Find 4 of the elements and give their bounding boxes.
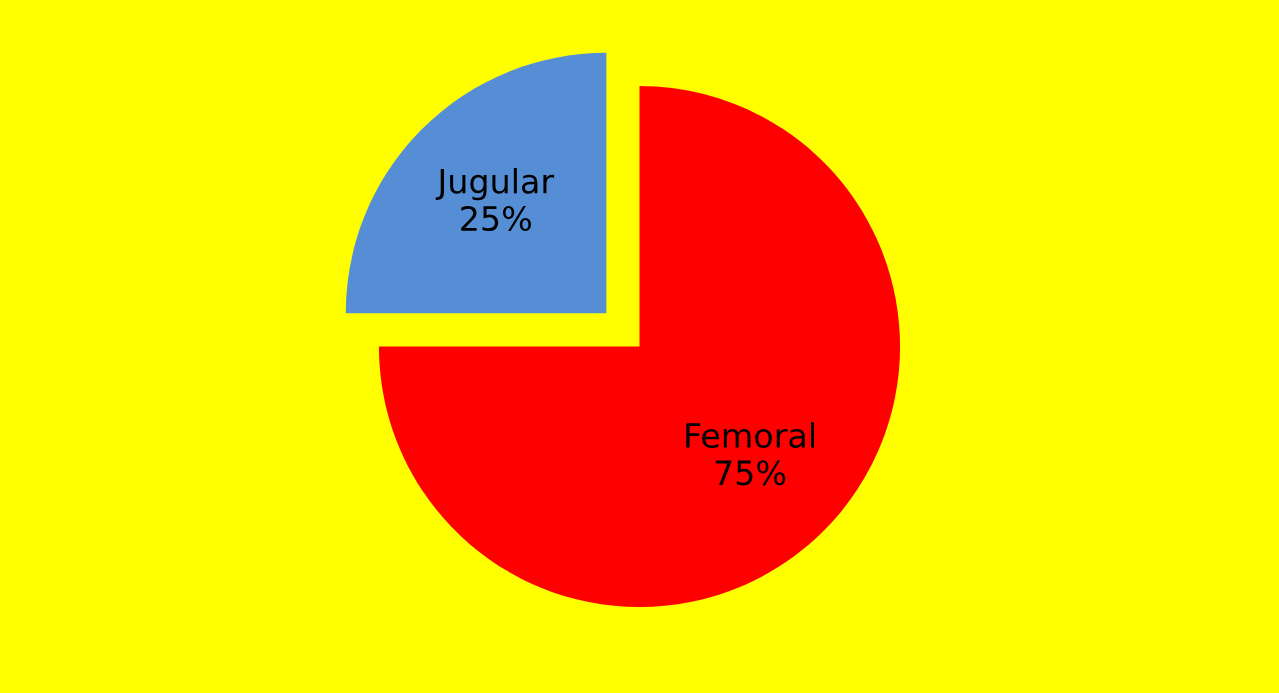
data-label: 25% bbox=[461, 205, 531, 232]
slice-label: Jugular bbox=[435, 167, 555, 201]
slice-label: Femoral bbox=[686, 422, 814, 449]
data-label: 75% bbox=[715, 460, 786, 486]
